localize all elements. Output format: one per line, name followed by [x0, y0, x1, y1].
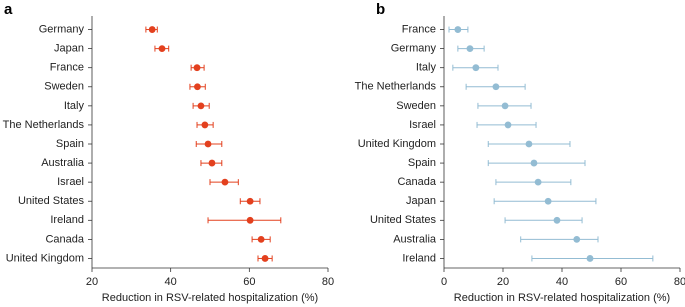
y-tick-label: Canada — [45, 233, 84, 245]
y-tick-label: Spain — [56, 138, 84, 150]
dot — [501, 102, 509, 110]
dot — [525, 140, 533, 148]
dot — [261, 255, 269, 262]
dot — [472, 64, 480, 72]
dot — [553, 216, 561, 224]
y-tick-label: United States — [18, 195, 85, 207]
y-tick-label: Germany — [391, 43, 437, 55]
y-tick-label: Italy — [64, 100, 85, 112]
dot — [246, 197, 254, 205]
y-tick-label: France — [50, 62, 84, 74]
y-tick-label: Italy — [416, 62, 437, 74]
panel-label: b — [376, 1, 385, 18]
dot — [530, 159, 538, 167]
dot — [534, 178, 542, 186]
y-tick-label: Israel — [409, 119, 436, 131]
y-tick-label: Australia — [41, 157, 85, 169]
dot — [492, 83, 500, 91]
x-tick-label: 40 — [165, 276, 177, 288]
dot — [573, 235, 581, 243]
y-tick-label: Japan — [54, 43, 84, 55]
x-tick-label: 40 — [556, 276, 568, 288]
dot — [221, 178, 229, 186]
dot — [148, 26, 156, 33]
dot — [586, 255, 594, 262]
dot — [466, 45, 474, 53]
x-axis-label: Reduction in RSV-related hospitalization… — [102, 292, 318, 304]
x-tick-label: 80 — [322, 276, 334, 288]
x-tick-label: 20 — [86, 276, 98, 288]
dot — [257, 235, 265, 243]
y-tick-label: Japan — [406, 195, 436, 207]
x-tick-label: 80 — [674, 276, 685, 288]
x-tick-label: 60 — [243, 276, 255, 288]
y-tick-label: United States — [370, 214, 437, 226]
y-tick-label: The Netherlands — [3, 119, 85, 131]
dot — [193, 64, 201, 72]
y-tick-label: Sweden — [44, 81, 84, 93]
y-tick-label: United Kingdom — [6, 252, 84, 264]
dot — [246, 216, 254, 224]
dot — [208, 159, 216, 167]
dot — [504, 121, 512, 129]
x-tick-label: 60 — [615, 276, 627, 288]
dot — [194, 83, 201, 91]
dot — [204, 140, 212, 148]
dot — [454, 26, 462, 33]
dot — [197, 102, 205, 110]
y-tick-label: France — [402, 23, 436, 35]
y-tick-label: Spain — [408, 157, 436, 169]
y-tick-label: Israel — [57, 176, 84, 188]
y-tick-label: Ireland — [402, 252, 436, 264]
dot — [158, 45, 166, 53]
y-tick-label: Australia — [393, 233, 437, 245]
y-tick-label: Sweden — [396, 100, 436, 112]
y-tick-label: Canada — [397, 176, 436, 188]
y-tick-label: Germany — [39, 23, 85, 35]
x-tick-label: 0 — [441, 276, 447, 288]
y-tick-label: Ireland — [50, 214, 84, 226]
y-tick-label: The Netherlands — [355, 81, 437, 93]
dot — [544, 197, 552, 205]
panel-label: a — [4, 1, 13, 18]
y-tick-label: United Kingdom — [358, 138, 436, 150]
x-tick-label: 20 — [497, 276, 509, 288]
dot — [201, 121, 209, 129]
x-axis-label: Reduction in RSV-related hospitalization… — [454, 292, 670, 304]
